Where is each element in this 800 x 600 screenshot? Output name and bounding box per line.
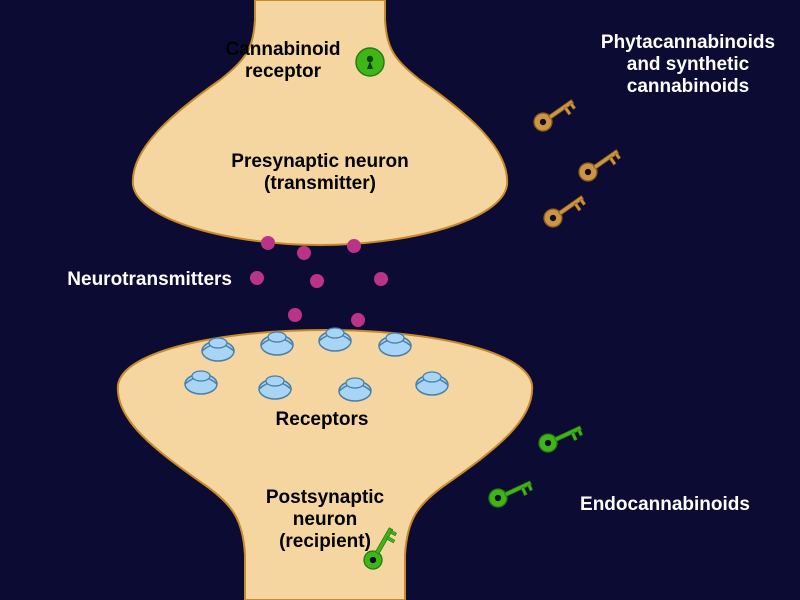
svg-text:(recipient): (recipient) [279,531,371,552]
neurotransmitter-dot [250,271,264,285]
neurotransmitter-dot [347,239,361,253]
svg-text:Presynaptic neuron: Presynaptic neuron [231,151,408,172]
svg-text:neuron: neuron [293,509,357,530]
svg-text:cannabinoids: cannabinoids [627,76,749,97]
svg-text:(transmitter): (transmitter) [264,173,376,194]
neurotransmitter-dot [288,308,302,322]
neurotransmitter-dot [374,272,388,286]
neurotransmitter-dot [310,274,324,288]
svg-text:and synthetic: and synthetic [627,54,750,75]
svg-text:Phytacannabinoids: Phytacannabinoids [601,32,775,53]
svg-text:Receptors: Receptors [276,409,369,430]
neurotransmitter-dot [297,246,311,260]
svg-text:receptor: receptor [245,61,322,82]
svg-text:Neurotransmitters: Neurotransmitters [67,269,232,290]
svg-text:Postsynaptic: Postsynaptic [266,487,385,508]
svg-text:Endocannabinoids: Endocannabinoids [580,494,750,515]
svg-text:Cannabinoid: Cannabinoid [225,39,340,60]
neurotransmitter-dot [261,236,275,250]
cannabinoid-receptor-icon [356,48,384,76]
neurotransmitter-dot [351,313,365,327]
